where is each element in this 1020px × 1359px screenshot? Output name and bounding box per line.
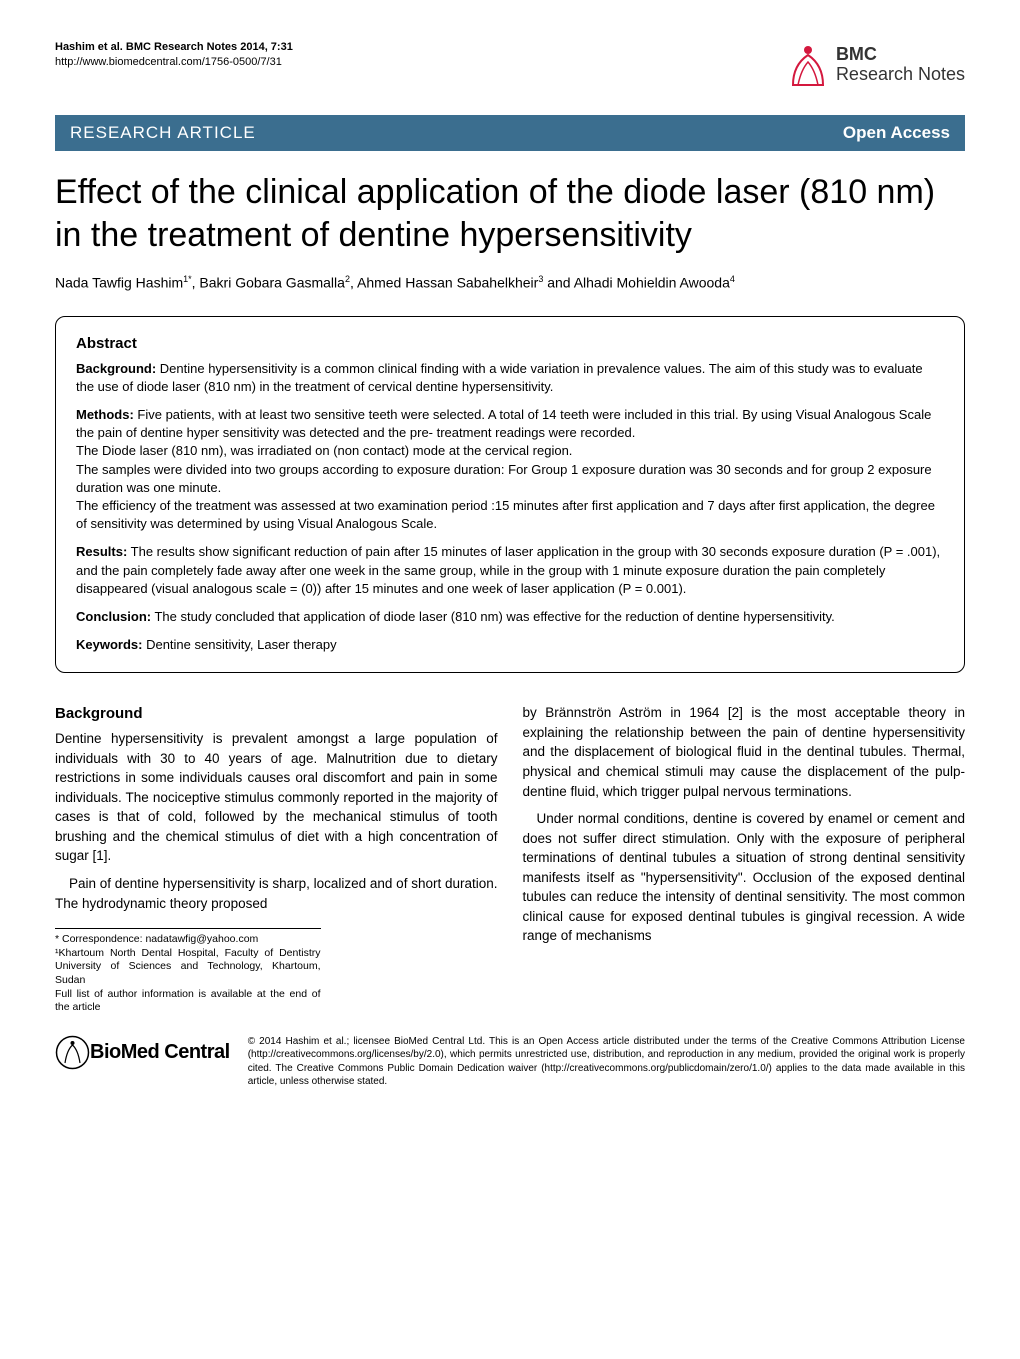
footer: BioMed Central © 2014 Hashim et al.; lic… <box>55 1035 965 1089</box>
affiliation: ¹Khartoum North Dental Hospital, Faculty… <box>55 947 321 988</box>
background-label: Background: <box>76 361 156 376</box>
conclusion-text: The study concluded that application of … <box>151 609 835 624</box>
article-type-bar: RESEARCH ARTICLE Open Access <box>55 115 965 151</box>
methods-label: Methods: <box>76 407 134 422</box>
license-text: © 2014 Hashim et al.; licensee BioMed Ce… <box>248 1035 965 1089</box>
methods-text-1: Five patients, with at least two sensiti… <box>76 407 931 440</box>
logo-main: BMC <box>836 44 877 64</box>
keywords-text: Dentine sensitivity, Laser therapy <box>142 637 336 652</box>
footnotes: * Correspondence: nadatawfig@yahoo.com ¹… <box>55 928 321 1015</box>
right-para-2: Under normal conditions, dentine is cove… <box>523 809 966 946</box>
bmc-text: BMC Research Notes <box>836 45 965 85</box>
abstract-keywords: Keywords: Dentine sensitivity, Laser the… <box>76 636 944 654</box>
right-para-1: by Brännströn Aström in 1964 [2] is the … <box>523 703 966 801</box>
citation-url: http://www.biomedcentral.com/1756-0500/7… <box>55 55 293 70</box>
correspondence: * Correspondence: nadatawfig@yahoo.com <box>55 933 321 947</box>
results-text: The results show significant reduction o… <box>76 544 940 595</box>
article-type: RESEARCH ARTICLE <box>70 123 256 143</box>
bmc-logo: BMC Research Notes <box>783 40 965 90</box>
citation-line: Hashim et al. BMC Research Notes 2014, 7… <box>55 40 293 55</box>
abstract-box: Abstract Background: Dentine hypersensit… <box>55 316 965 674</box>
methods-text-3: The samples were divided into two groups… <box>76 462 932 495</box>
bmc-logo-area: BMC Research Notes <box>783 40 965 90</box>
header-citation: Hashim et al. BMC Research Notes 2014, 7… <box>55 40 293 71</box>
header-row: Hashim et al. BMC Research Notes 2014, 7… <box>55 40 965 90</box>
author-4: and Alhadi Mohieldin Awooda <box>543 275 730 291</box>
author-3: , Ahmed Hassan Sabahelkheir <box>350 275 538 291</box>
keywords-label: Keywords: <box>76 637 142 652</box>
biomed-circle-icon <box>55 1035 90 1070</box>
bmc-icon <box>783 40 833 90</box>
methods-text-2: The Diode laser (810 nm), was irradiated… <box>76 443 572 458</box>
author-1-sup: 1* <box>183 274 192 284</box>
background-text: Dentine hypersensitivity is a common cli… <box>76 361 923 394</box>
author-2: , Bakri Gobara Gasmalla <box>192 275 345 291</box>
right-column: by Brännströn Aström in 1964 [2] is the … <box>523 703 966 1015</box>
author-4-sup: 4 <box>730 274 735 284</box>
abstract-heading: Abstract <box>76 335 944 352</box>
logo-sub: Research Notes <box>836 64 965 84</box>
open-access-label: Open Access <box>843 123 950 143</box>
methods-text-4: The efficiency of the treatment was asse… <box>76 498 935 531</box>
biomed-footer-text: BioMed Central <box>90 1041 230 1064</box>
authors-line: Nada Tawfig Hashim1*, Bakri Gobara Gasma… <box>55 274 965 291</box>
page-container: Hashim et al. BMC Research Notes 2014, 7… <box>0 0 1020 1129</box>
abstract-results: Results: The results show significant re… <box>76 543 944 598</box>
abstract-conclusion: Conclusion: The study concluded that app… <box>76 608 944 626</box>
background-section-heading: Background <box>55 703 498 725</box>
abstract-background: Background: Dentine hypersensitivity is … <box>76 360 944 396</box>
conclusion-label: Conclusion: <box>76 609 151 624</box>
author-1: Nada Tawfig Hashim <box>55 275 183 291</box>
full-author-info: Full list of author information is avail… <box>55 988 321 1015</box>
biomed-footer-logo: BioMed Central <box>55 1035 230 1070</box>
body-columns: Background Dentine hypersensitivity is p… <box>55 703 965 1015</box>
results-label: Results: <box>76 544 127 559</box>
article-title: Effect of the clinical application of th… <box>55 171 965 256</box>
left-para-1: Dentine hypersensitivity is prevalent am… <box>55 729 498 866</box>
abstract-methods: Methods: Five patients, with at least tw… <box>76 406 944 533</box>
left-column: Background Dentine hypersensitivity is p… <box>55 703 498 1015</box>
left-para-2: Pain of dentine hypersensitivity is shar… <box>55 874 498 913</box>
